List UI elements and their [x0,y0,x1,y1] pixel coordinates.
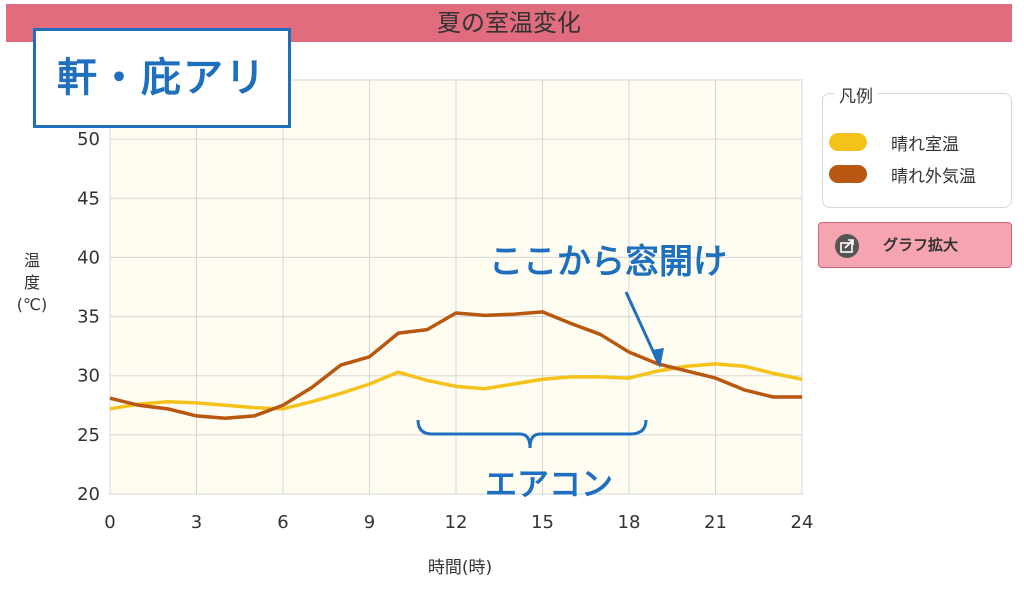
graph-expand-button[interactable]: グラフ拡大 [818,222,1012,268]
grid [109,79,803,495]
annotation-shapes [416,291,664,449]
window-open-arrowhead [652,348,664,368]
y-axis-label-line1: 温 [23,251,40,270]
x-tick-label: 15 [531,512,554,533]
eaves-badge: 軒・庇アリ [33,28,291,128]
tick-labels: 036912151821242025303540455055 [77,70,813,533]
legend-title: 凡例 [835,82,877,107]
legend-label-indoor: 晴れ室温 [891,135,959,155]
x-axis-label: 時間(時) [427,558,493,578]
y-axis-label-line3: (℃) [16,295,48,314]
series-line-outdoor [109,310,802,421]
series-lines [109,310,803,421]
legend-swatch-indoor [829,133,867,151]
y-tick-label: 35 [77,307,100,328]
x-tick-label: 6 [277,512,288,533]
x-tick-label: 0 [104,512,115,533]
y-tick-label: 25 [77,425,100,446]
x-tick-label: 3 [191,512,202,533]
x-tick-label: 18 [618,512,641,533]
annotation-aircon: エアコン [485,465,614,503]
y-tick-label: 20 [77,484,100,505]
graph-expand-label: グラフ拡大 [883,236,959,254]
legend-label-outdoor: 晴れ外気温 [891,167,976,187]
y-tick-label: 40 [77,247,100,268]
series-line-indoor [109,362,803,411]
aircon-bracket [416,419,648,449]
x-tick-label: 21 [704,512,727,533]
x-tick-label: 24 [791,512,814,533]
annotation-window-open: ここから窓開け [489,242,727,282]
share-icon [835,234,859,258]
y-tick-label: 50 [77,129,100,150]
legend-swatch-outdoor [829,165,867,183]
x-tick-label: 12 [445,512,468,533]
y-axis-label: 温 度 (℃) [14,250,50,316]
y-tick-label: 45 [77,188,100,209]
x-tick-label: 9 [364,512,375,533]
legend: 凡例 晴れ室温 晴れ外気温 [822,82,1012,208]
y-tick-label: 30 [77,366,100,387]
y-axis-label-line2: 度 [23,273,40,292]
